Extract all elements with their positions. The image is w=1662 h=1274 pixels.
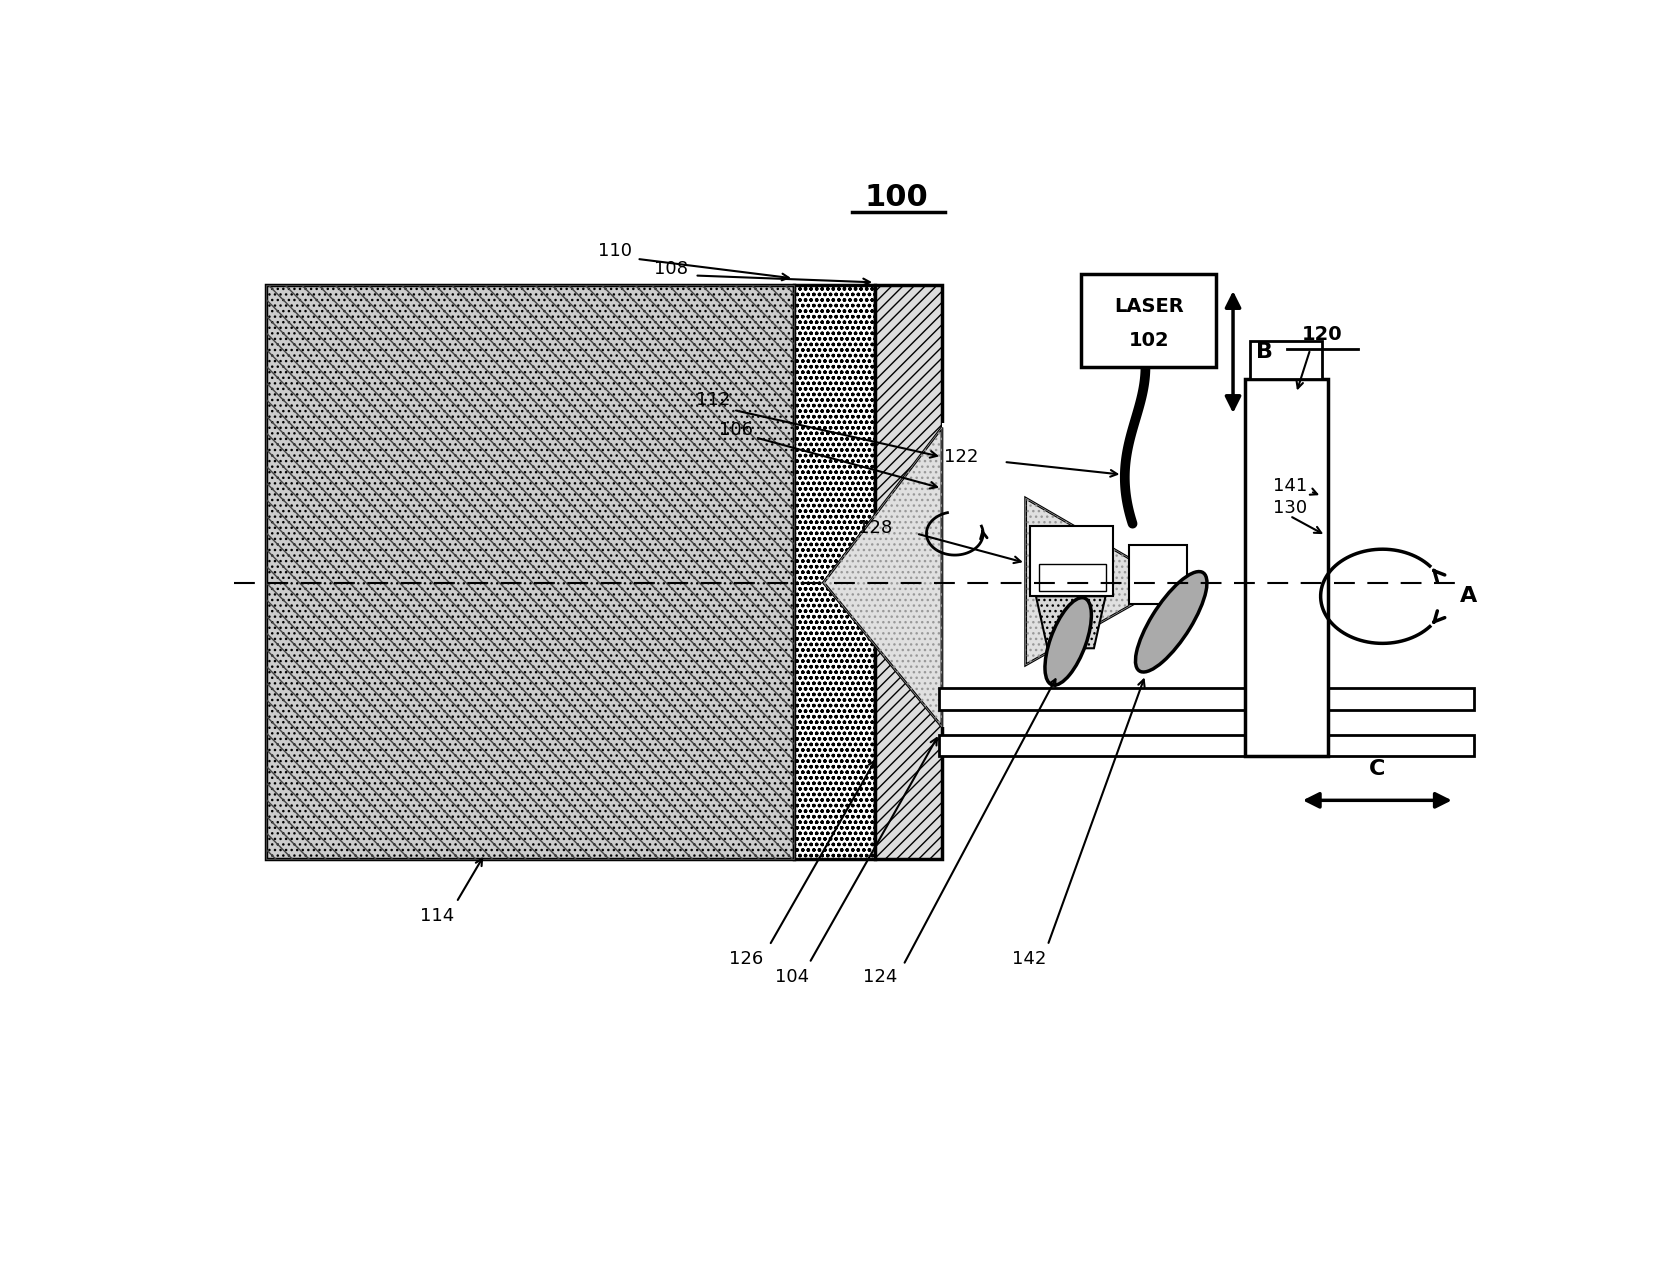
- Text: 104: 104: [776, 968, 809, 986]
- Text: 128: 128: [858, 519, 892, 536]
- Bar: [266, 285, 794, 859]
- Ellipse shape: [1135, 572, 1207, 671]
- Bar: [939, 688, 1474, 710]
- Text: 141: 141: [1273, 478, 1306, 496]
- Bar: [942, 423, 952, 726]
- Bar: [1250, 341, 1321, 378]
- Text: 120: 120: [1301, 325, 1343, 344]
- Text: A: A: [1459, 586, 1478, 606]
- Text: 142: 142: [1012, 950, 1047, 968]
- Bar: [1039, 564, 1105, 591]
- Text: 126: 126: [730, 950, 763, 968]
- Bar: [874, 285, 942, 859]
- Text: 106: 106: [720, 420, 753, 438]
- Polygon shape: [1035, 596, 1105, 648]
- Text: B: B: [1256, 341, 1273, 362]
- Bar: [1128, 545, 1187, 604]
- Bar: [1029, 526, 1114, 596]
- Text: LASER: LASER: [1114, 297, 1183, 316]
- Bar: [794, 285, 874, 859]
- Text: 102: 102: [1128, 331, 1168, 350]
- Ellipse shape: [1045, 598, 1092, 685]
- Bar: [1080, 274, 1217, 367]
- Bar: [1245, 378, 1328, 757]
- Bar: [939, 735, 1474, 757]
- Text: C: C: [1369, 759, 1386, 778]
- Text: 124: 124: [863, 968, 897, 986]
- Text: 112: 112: [695, 391, 730, 409]
- Text: 108: 108: [655, 260, 688, 278]
- Bar: [266, 285, 794, 859]
- Polygon shape: [1025, 498, 1172, 665]
- Text: 100: 100: [864, 182, 929, 211]
- Text: 130: 130: [1273, 499, 1306, 517]
- Text: 110: 110: [598, 242, 632, 260]
- Polygon shape: [823, 428, 942, 726]
- Text: 122: 122: [944, 448, 979, 466]
- Text: 114: 114: [420, 907, 454, 925]
